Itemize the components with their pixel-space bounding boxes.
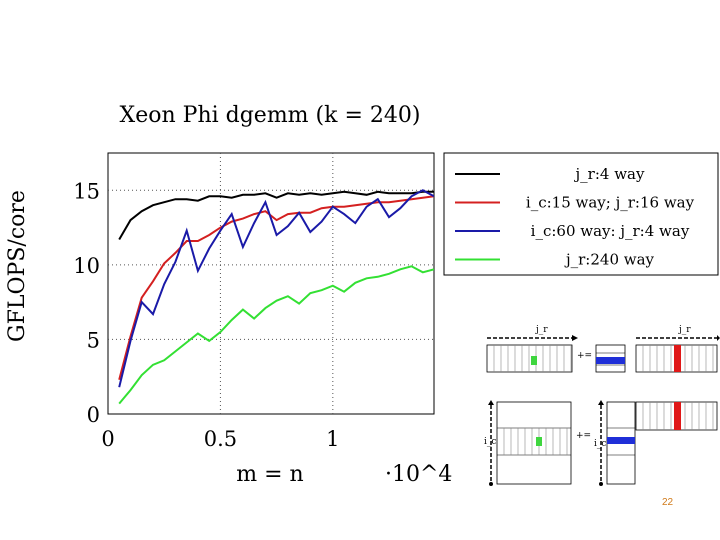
diagram-plus-eq-bottom: += [576, 431, 591, 441]
legend: j_r:4 way i_c:15 way; j_r:16 way i_c:60 wa… [455, 165, 695, 269]
series-line-1 [118, 190, 434, 241]
y-tick-label: 15 [73, 179, 100, 203]
diagram-bottom-mid-label: i_c [594, 439, 606, 449]
blocking-diagram: j_r += j_r i_c += i_c [484, 325, 720, 486]
diagram-bottom-left-label: i_c [484, 437, 496, 447]
legend-label: i_c:60 way: j_r:4 way [531, 222, 690, 240]
legend-label: j_r:240 way [564, 251, 655, 269]
series-line-3 [118, 189, 434, 388]
legend-label: j_r:4 way [574, 165, 645, 183]
x-tick-label: 0.5 [204, 427, 237, 451]
legend-label: i_c:15 way; j_r:16 way [526, 194, 695, 212]
x-tick-label: 0 [101, 427, 114, 451]
y-tick-label: 0 [87, 403, 100, 427]
page-number: 22 [662, 497, 674, 508]
x-axis-label: m = n [236, 462, 303, 487]
y-tick-label: 5 [87, 328, 100, 352]
diagram-red-block [674, 345, 681, 372]
y-axis-label: GFLOPS/core [5, 190, 30, 342]
x-tick-label: 1 [326, 427, 339, 451]
series-lines [118, 189, 434, 405]
diagram-blue-block [596, 357, 625, 364]
plot-frame [107, 152, 435, 415]
diagram-top-left-label: j_r [535, 325, 548, 335]
series-line-4 [118, 265, 434, 405]
y-tick-label: 10 [73, 254, 100, 278]
diagram-green-block [531, 356, 537, 365]
x-axis-multiplier: ·10^4 [385, 462, 452, 487]
diagram-plus-eq-top: += [577, 351, 592, 361]
series-line-2 [118, 195, 434, 380]
diagram-top-right-label: j_r [678, 325, 691, 335]
chart-title: Xeon Phi dgemm (k = 240) [120, 103, 421, 128]
